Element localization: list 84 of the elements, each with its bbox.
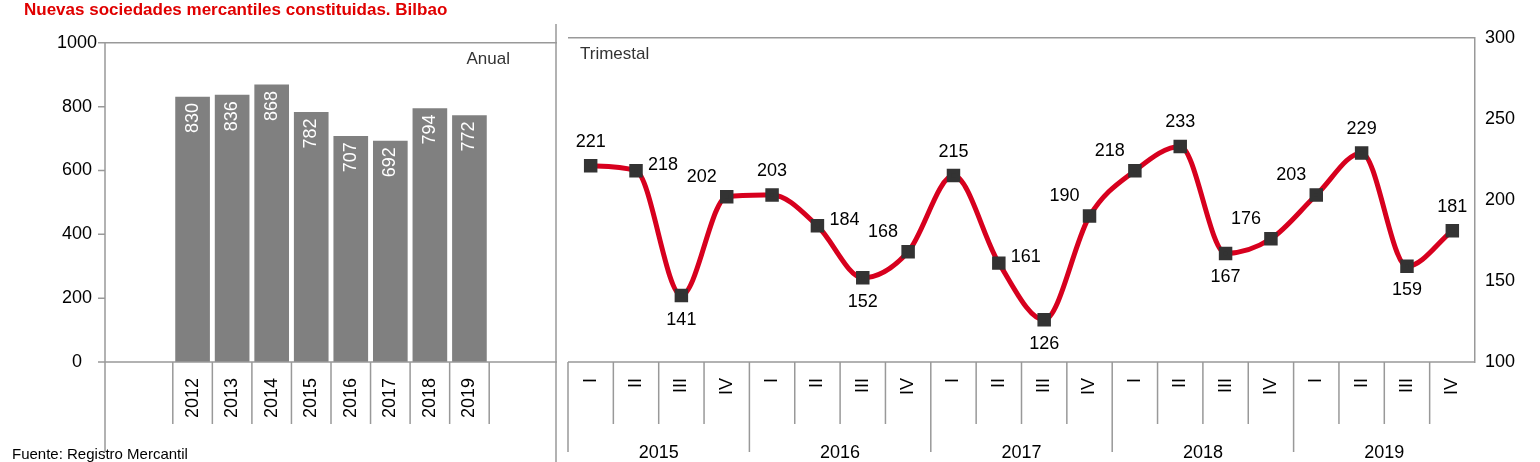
- y-tick-label: 200: [1485, 188, 1516, 209]
- data-label: 161: [1010, 246, 1041, 267]
- data-label: 202: [686, 165, 717, 186]
- y-tick-label: 0: [71, 350, 82, 371]
- data-label: 203: [1276, 164, 1307, 185]
- x-tick-label: 2016: [339, 378, 360, 419]
- y-tick-label: 1000: [56, 31, 97, 52]
- data-label: 772: [458, 121, 479, 152]
- x-tick-label: I: [1305, 378, 1326, 384]
- chart-title: Nuevas sociedades mercantiles constituidas. Bilbao: [24, 0, 448, 20]
- x-tick-label: III: [670, 378, 691, 394]
- x-tick-label: I: [942, 378, 963, 384]
- x-tick-label: II: [987, 378, 1008, 389]
- source-note: Fuente: Registro Mercantil: [12, 444, 188, 462]
- annotation: Anual: [466, 48, 510, 68]
- data-label: 184: [829, 208, 860, 229]
- data-label: 215: [938, 140, 969, 161]
- bar: [412, 108, 448, 362]
- bar: [293, 112, 329, 362]
- x-tick-label: 2017: [379, 378, 400, 419]
- bar: [214, 94, 250, 362]
- text: 2015: [638, 441, 679, 462]
- x-tick-label: 2012: [181, 378, 202, 419]
- x-tick-label: 2018: [418, 378, 439, 419]
- data-label: 190: [1049, 185, 1080, 206]
- text: 2019: [1364, 441, 1405, 462]
- bar: [452, 115, 487, 362]
- data-label: 141: [666, 308, 697, 329]
- data-label: 218: [1094, 139, 1125, 160]
- annotation: Trimestal: [580, 43, 650, 63]
- x-tick-label: I: [579, 378, 600, 384]
- y-tick-label: 200: [61, 287, 92, 308]
- y-tick-label: 100: [1485, 350, 1516, 371]
- data-label: 233: [1165, 111, 1196, 132]
- x-tick-label: 2014: [260, 378, 281, 419]
- x-tick-label: II: [806, 378, 827, 389]
- bar: [333, 136, 369, 362]
- x-tick-label: IV: [715, 378, 736, 396]
- text: 2016: [820, 441, 861, 462]
- text: 2017: [1001, 441, 1042, 462]
- data-label: 176: [1230, 207, 1261, 228]
- data-label: 218: [648, 153, 679, 174]
- x-tick-label: II: [624, 378, 645, 389]
- x-tick-label: IV: [1078, 378, 1099, 396]
- x-tick-label: III: [1395, 378, 1416, 394]
- y-tick-label: 250: [1485, 107, 1516, 128]
- x-tick-label: III: [1033, 378, 1054, 394]
- data-label: 168: [868, 220, 899, 241]
- text: 2018: [1182, 441, 1223, 462]
- x-tick-label: I: [1123, 378, 1144, 384]
- x-tick-label: III: [1214, 378, 1235, 394]
- data-label: 152: [847, 290, 878, 311]
- data-label: 229: [1346, 117, 1377, 138]
- x-tick-label: III: [851, 378, 872, 394]
- data-label: 167: [1210, 266, 1241, 287]
- x-tick-label: IV: [897, 378, 918, 396]
- y-tick-label: 800: [61, 95, 92, 116]
- data-label: 707: [339, 142, 360, 173]
- data-label: 126: [1029, 332, 1060, 353]
- bar: [175, 96, 210, 362]
- x-tick-label: 2019: [458, 378, 479, 419]
- y-tick-label: 400: [61, 223, 92, 244]
- data-label: 203: [757, 160, 788, 181]
- data-label: 830: [181, 103, 202, 134]
- y-tick-label: 300: [1485, 26, 1516, 47]
- x-tick-label: I: [761, 378, 782, 384]
- data-label: 181: [1437, 195, 1468, 216]
- data-label: 868: [260, 90, 281, 121]
- x-tick-label: IV: [1441, 378, 1462, 396]
- bar: [373, 140, 408, 362]
- x-tick-label: IV: [1259, 378, 1280, 396]
- data-label: 836: [221, 101, 242, 132]
- x-tick-label: II: [1169, 378, 1190, 389]
- bar: [254, 84, 290, 362]
- y-tick-label: 150: [1485, 269, 1516, 290]
- x-tick-label: 2013: [221, 378, 242, 419]
- data-label: 159: [1391, 279, 1422, 300]
- x-tick-label: 2015: [300, 378, 321, 419]
- data-label: 692: [379, 147, 400, 178]
- y-tick-label: 600: [61, 159, 92, 180]
- data-label: 221: [575, 130, 606, 151]
- data-label: 782: [300, 118, 321, 149]
- x-tick-label: II: [1350, 378, 1371, 389]
- data-label: 794: [418, 114, 439, 145]
